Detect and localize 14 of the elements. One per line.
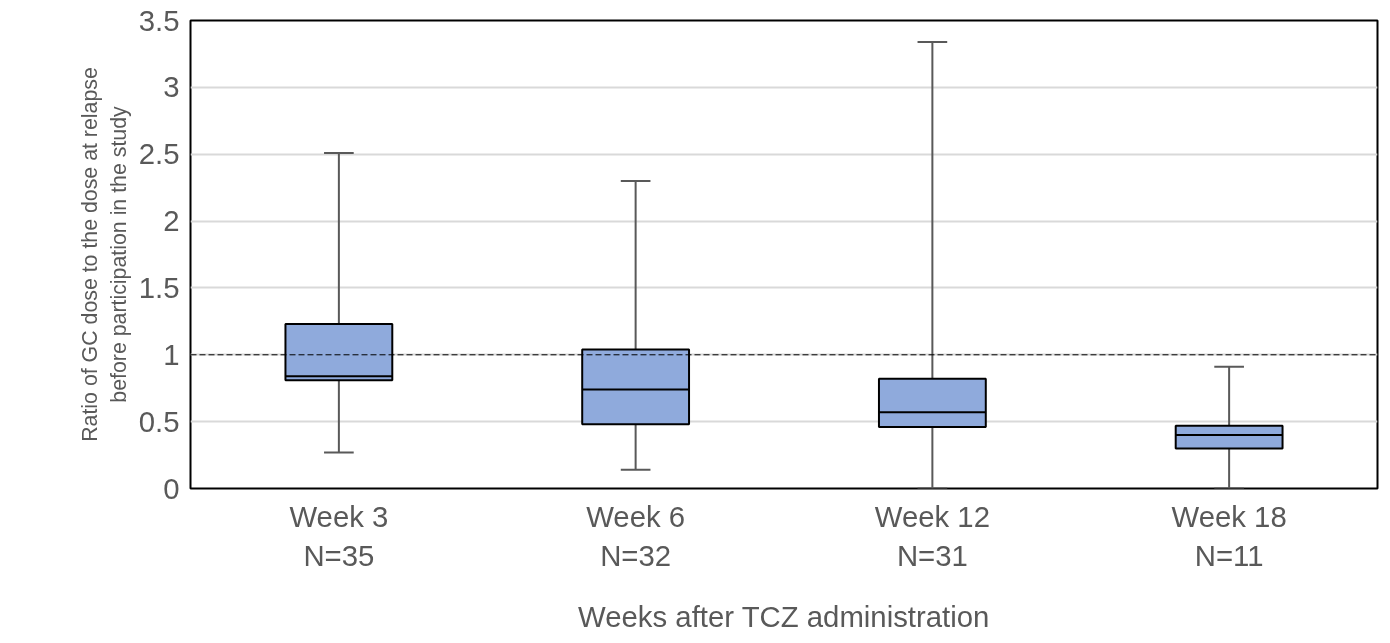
y-tick-label: 2 <box>163 204 180 238</box>
y-tick-label: 1.5 <box>138 270 180 304</box>
y-tick-label: 3 <box>163 70 180 104</box>
x-tick-label: Week 12 N=31 <box>874 499 990 573</box>
y-tick-label: 3.5 <box>138 3 180 37</box>
y-axis-title: Ratio of GC dose to the dose at relapse before participation in the study <box>77 67 131 442</box>
x-tick-label: Week 18 N=11 <box>1171 499 1287 573</box>
x-tick-label: Week 3 N=35 <box>289 499 389 573</box>
x-tick-label: Week 6 N=32 <box>586 499 686 573</box>
y-tick-label: 0 <box>163 471 180 505</box>
y-tick-label: 1 <box>163 337 180 371</box>
y-tick-label: 2.5 <box>138 137 180 171</box>
x-axis-title: Weeks after TCZ administration <box>578 600 990 634</box>
y-tick-label: 0.5 <box>138 404 180 438</box>
